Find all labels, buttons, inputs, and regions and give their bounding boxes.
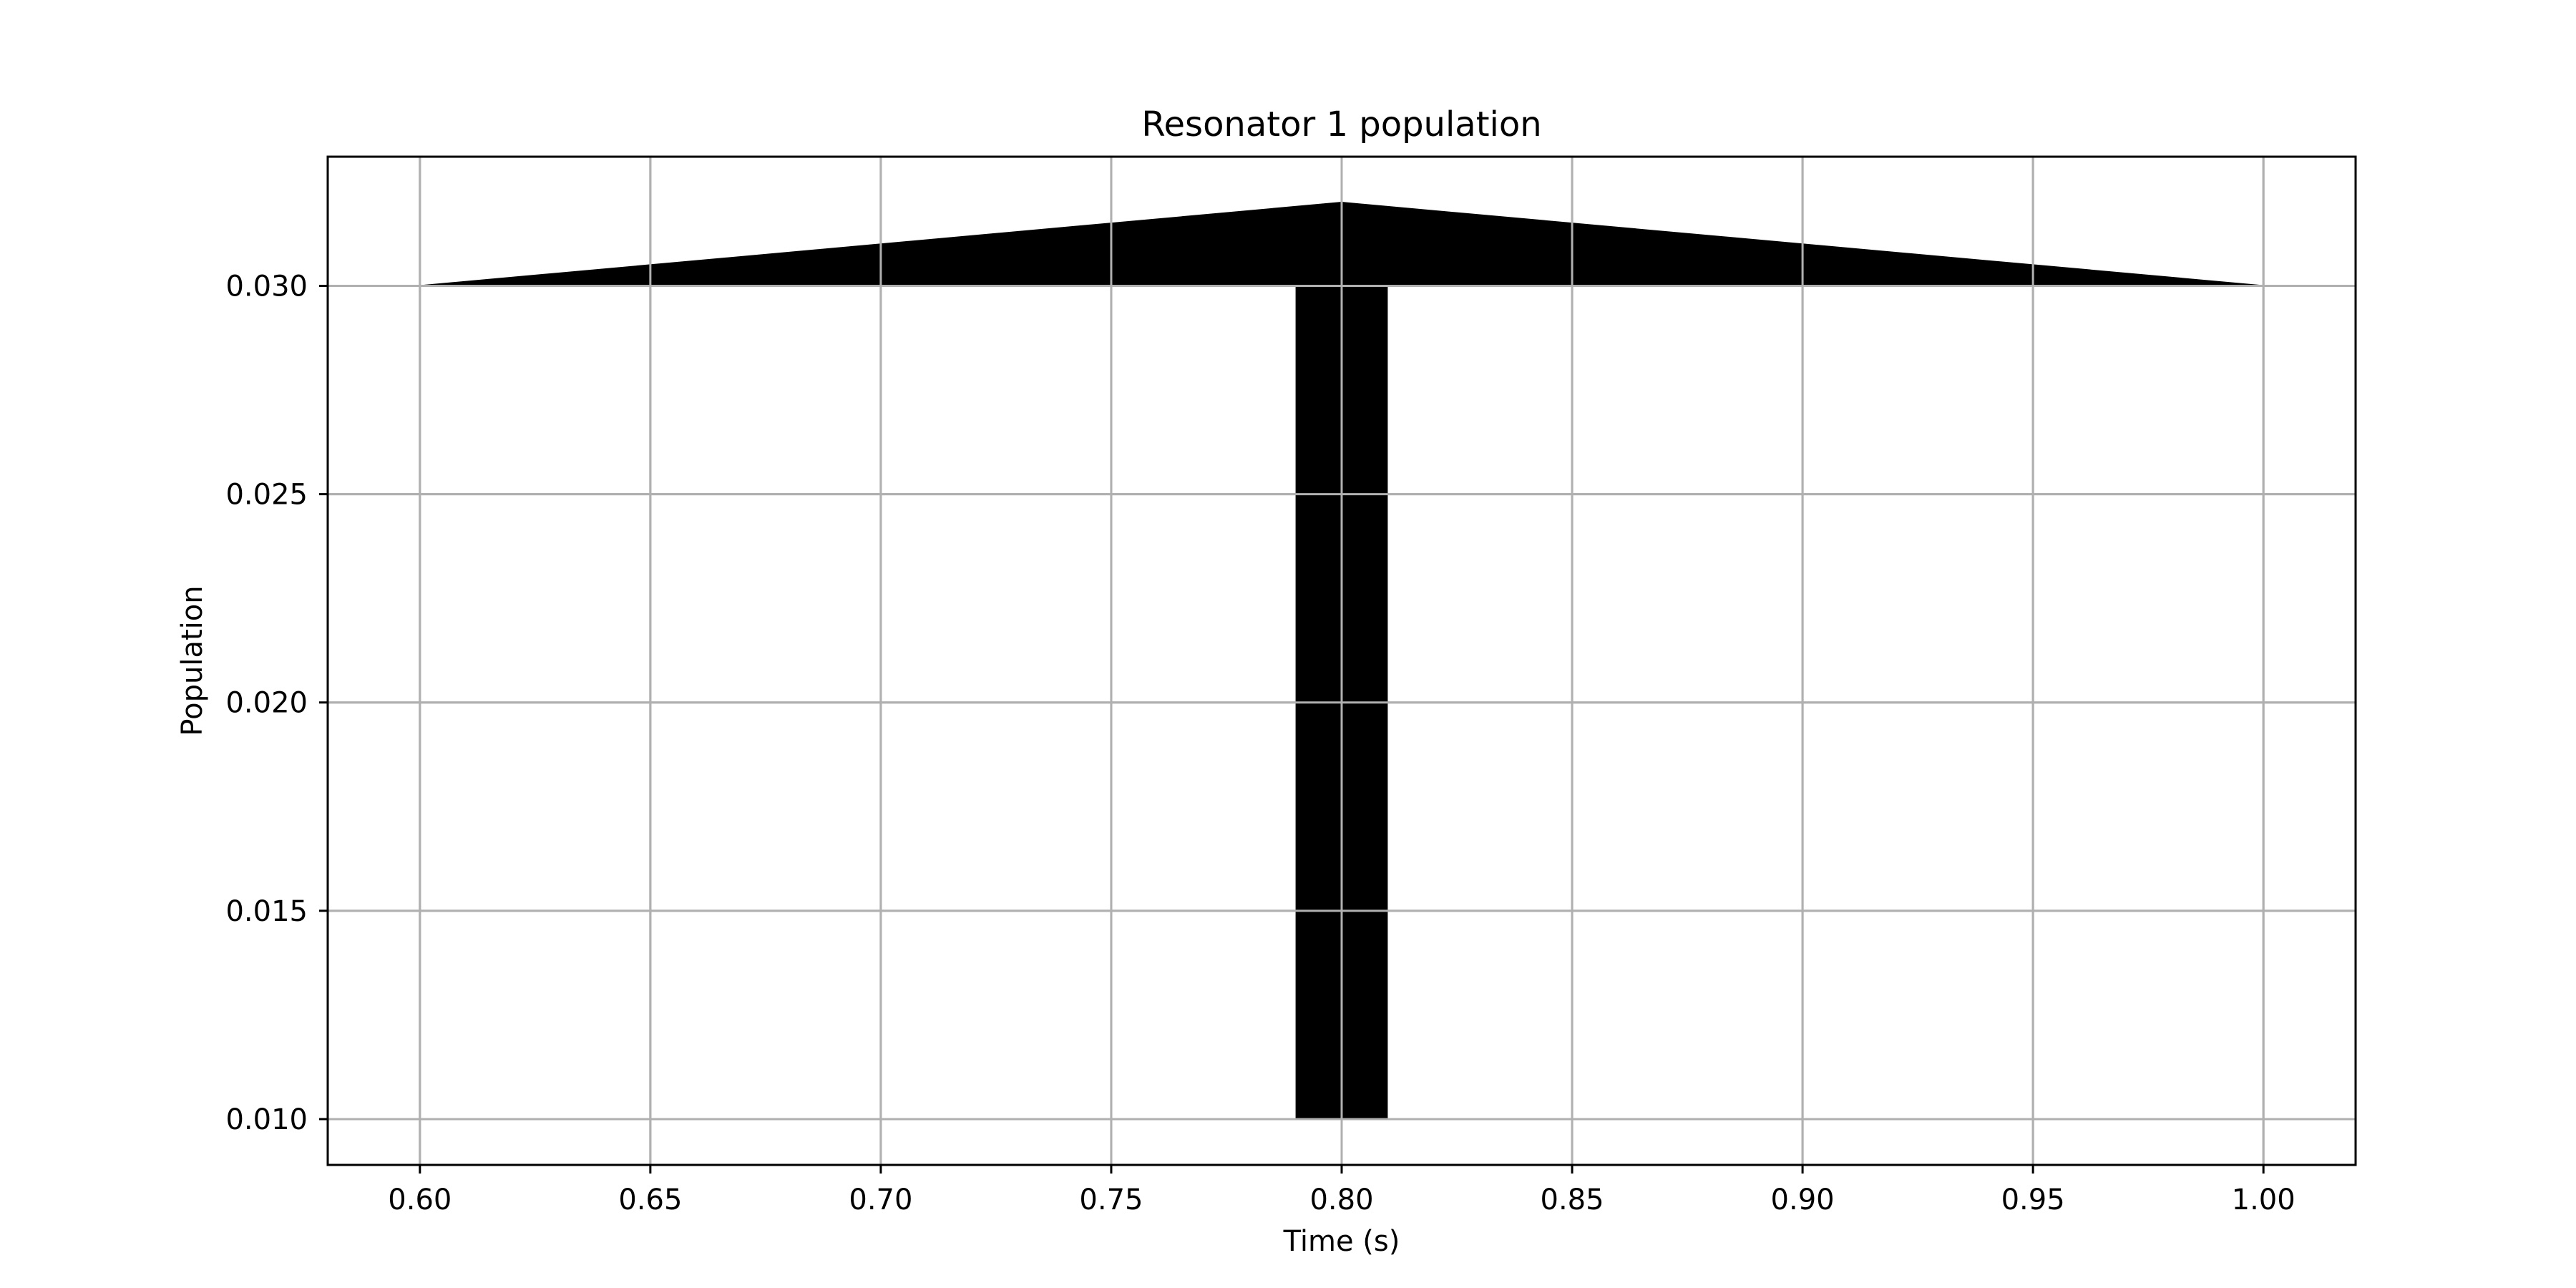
x-tick-label: 0.95	[2001, 1184, 2065, 1216]
x-axis-label: Time (s)	[1283, 1225, 1400, 1258]
y-tick-label: 0.020	[225, 687, 308, 720]
x-tick-label: 0.65	[618, 1184, 682, 1216]
y-tick-label: 0.010	[225, 1103, 308, 1136]
y-tick-label: 0.030	[225, 270, 308, 303]
x-tick-label: 0.60	[388, 1184, 452, 1216]
y-axis-ticks: 0.010 0.015 0.020 0.025 0.030	[225, 270, 328, 1136]
y-tick-label: 0.025	[225, 479, 308, 512]
grid-overlay	[328, 157, 2356, 1165]
x-axis-ticks: 0.60 0.65 0.70 0.75 0.80 0.85 0.90 0.95 1.00	[388, 1165, 2296, 1216]
x-tick-label: 1.00	[2232, 1184, 2296, 1216]
y-tick-label: 0.015	[225, 895, 308, 928]
x-tick-label: 0.90	[1771, 1184, 1835, 1216]
x-tick-label: 0.75	[1079, 1184, 1143, 1216]
x-tick-label: 0.70	[849, 1184, 912, 1216]
plot-data	[328, 157, 2356, 1165]
chart-title: Resonator 1 population	[1141, 104, 1541, 145]
y-axis-label: Population	[176, 585, 209, 736]
x-tick-label: 0.85	[1541, 1184, 1604, 1216]
x-tick-label: 0.80	[1309, 1184, 1373, 1216]
